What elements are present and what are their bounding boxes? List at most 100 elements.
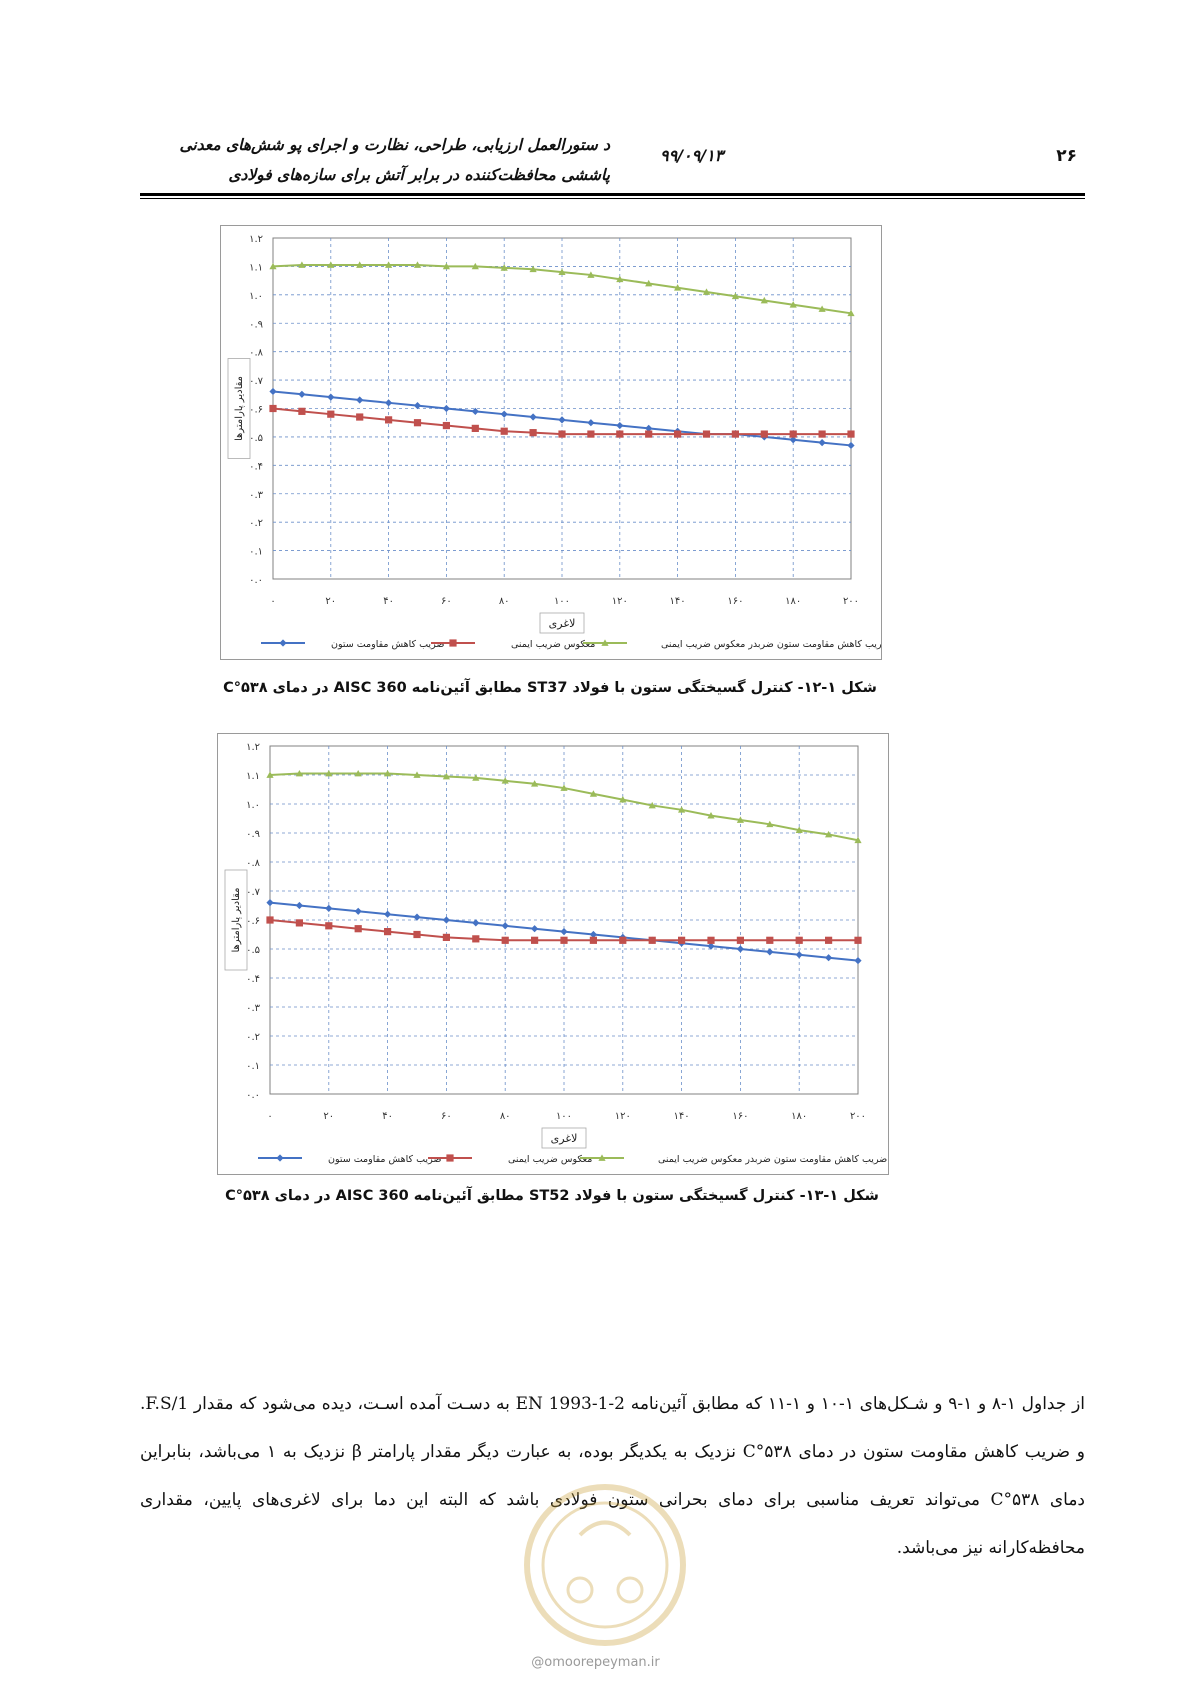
data-point <box>766 936 774 944</box>
data-point <box>327 410 335 418</box>
data-point <box>413 930 421 939</box>
data-point <box>795 826 803 833</box>
data-point <box>587 271 595 278</box>
data-point <box>385 261 393 268</box>
data-point <box>854 936 862 944</box>
data-point <box>529 265 537 273</box>
data-point <box>589 930 597 939</box>
y-tick-label: ۰.۲ <box>249 518 263 529</box>
data-point <box>442 772 450 780</box>
header-rule-thick <box>140 193 1085 196</box>
data-point <box>295 769 303 777</box>
series-3 <box>269 261 855 317</box>
data-point <box>500 427 508 435</box>
x-tick-label: ۲۰۰ <box>843 596 859 607</box>
x-tick-label: ۶۰ <box>441 596 452 607</box>
y-tick-label: ۱.۰ <box>246 800 260 811</box>
x-tick-label: ۲۰ <box>323 1111 334 1122</box>
data-point <box>847 430 855 438</box>
data-point <box>558 430 566 438</box>
data-point <box>789 430 797 438</box>
chart-figure-12: ۰.۰ ۰.۱ ۰.۲ ۰.۳ ۰.۴ ۰.۵ ۰.۶ ۰.۷ ۰.۸ ۰.۹ ۱.۰ ۱.۱ ۱.۲ ۰… <box>220 225 882 660</box>
series-2 <box>269 404 855 438</box>
data-point <box>619 796 627 803</box>
data-point <box>674 430 682 438</box>
data-point <box>472 935 480 943</box>
data-point <box>645 424 653 432</box>
data-point <box>587 419 595 427</box>
data-point <box>266 899 274 907</box>
y-tick-label: ۱.۰ <box>249 291 263 302</box>
data-point <box>818 430 826 438</box>
series-2 <box>266 916 862 944</box>
header-rule-thin <box>140 198 1085 199</box>
y-axis-label: مقادیر پارامترها <box>234 376 245 441</box>
data-point <box>795 936 803 944</box>
y-tick-label: ۰.۵ <box>249 433 263 444</box>
header-title-line2: پاششی محافظت‌کننده در برابر آتش برای ساز… <box>228 166 610 184</box>
data-point <box>472 774 480 781</box>
page-number: ۲۶ <box>1056 146 1077 166</box>
y-tick-label: ۰.۲ <box>246 1032 260 1043</box>
legend-label: ضریب کاهش مقاومت ستون ضربدر معکوس ضریب ا… <box>658 1154 887 1165</box>
y-tick-label: ۰.۰ <box>246 1090 260 1101</box>
y-tick-label: ۱.۲ <box>246 742 260 753</box>
x-tick-label: ۱۶۰ <box>727 596 743 607</box>
data-point <box>587 430 595 438</box>
x-tick-label: ۱۴۰ <box>670 596 686 607</box>
y-tick-label: ۰.۶ <box>249 405 263 416</box>
data-point <box>702 430 711 438</box>
data-point <box>413 402 422 410</box>
y-tick-label: ۰.۷ <box>249 376 264 387</box>
data-point <box>731 430 739 438</box>
data-point <box>471 407 479 415</box>
x-tick-label: ۴۰ <box>383 596 394 607</box>
chart-figure-13: ۰.۰ ۰.۱ ۰.۲ ۰.۳ ۰.۴ ۰.۵ ۰.۶ ۰.۷ ۰.۸ ۰.۹ ۱.۰ ۱.۱ ۱.۲ ۰… <box>217 733 889 1175</box>
legend-entry-2: معکوس ضریب ایمنی <box>428 1154 592 1165</box>
x-axis-label: لاغری <box>549 617 576 630</box>
page-header: د ستورالعمل ارزیابی، طراحی، نظارت و اجرا… <box>140 128 1085 198</box>
x-tick-label: ۱۰۰ <box>556 1111 572 1122</box>
data-point <box>616 421 624 430</box>
series-3 <box>266 769 862 844</box>
data-point <box>295 919 303 927</box>
data-point <box>789 301 797 308</box>
data-point <box>449 639 457 647</box>
x-axis-label-box <box>539 612 585 634</box>
data-point <box>795 951 803 959</box>
x-tick-label: ۴۰ <box>382 1111 393 1122</box>
data-point <box>818 305 826 312</box>
y-axis-label-box <box>227 358 251 459</box>
data-point <box>325 769 333 777</box>
data-point <box>707 812 715 819</box>
data-point <box>531 936 539 944</box>
data-point <box>413 771 421 778</box>
data-point <box>269 262 277 270</box>
data-point <box>529 413 537 421</box>
data-point <box>279 639 287 647</box>
data-point <box>471 262 479 270</box>
data-point <box>442 421 450 430</box>
figure-12-caption: شکل ۱-۱۲- کنترل گسیختگی ستون با فولاد ST… <box>223 680 877 696</box>
legend-label: ضریب کاهش مقاومت ستون <box>328 1154 441 1165</box>
data-point <box>413 261 422 268</box>
data-point <box>616 275 624 283</box>
legend-label: ضریب کاهش مقاومت ستون ضربدر معکوس ضریب ا… <box>661 639 881 650</box>
legend-entry-1: ضریب کاهش مقاومت ستون <box>258 1154 441 1165</box>
x-tick-label: ۲۰ <box>325 596 336 607</box>
figure-13-caption: شکل ۱-۱۳- کنترل گسیختگی ستون با فولاد ST… <box>225 1188 879 1204</box>
data-point <box>645 430 653 438</box>
x-tick-label: ۱۴۰ <box>674 1111 690 1122</box>
data-point <box>825 954 833 962</box>
x-tick-label: ۱۶۰ <box>732 1111 748 1122</box>
y-tick-label: ۱.۲ <box>249 234 263 245</box>
data-point <box>847 441 855 450</box>
data-point <box>384 769 392 777</box>
data-point <box>298 261 306 268</box>
data-point <box>531 780 539 787</box>
data-point <box>589 790 597 797</box>
data-point <box>529 429 537 437</box>
data-point <box>442 404 450 413</box>
x-tick-label: ۶۰ <box>441 1111 452 1122</box>
data-point <box>413 419 422 427</box>
